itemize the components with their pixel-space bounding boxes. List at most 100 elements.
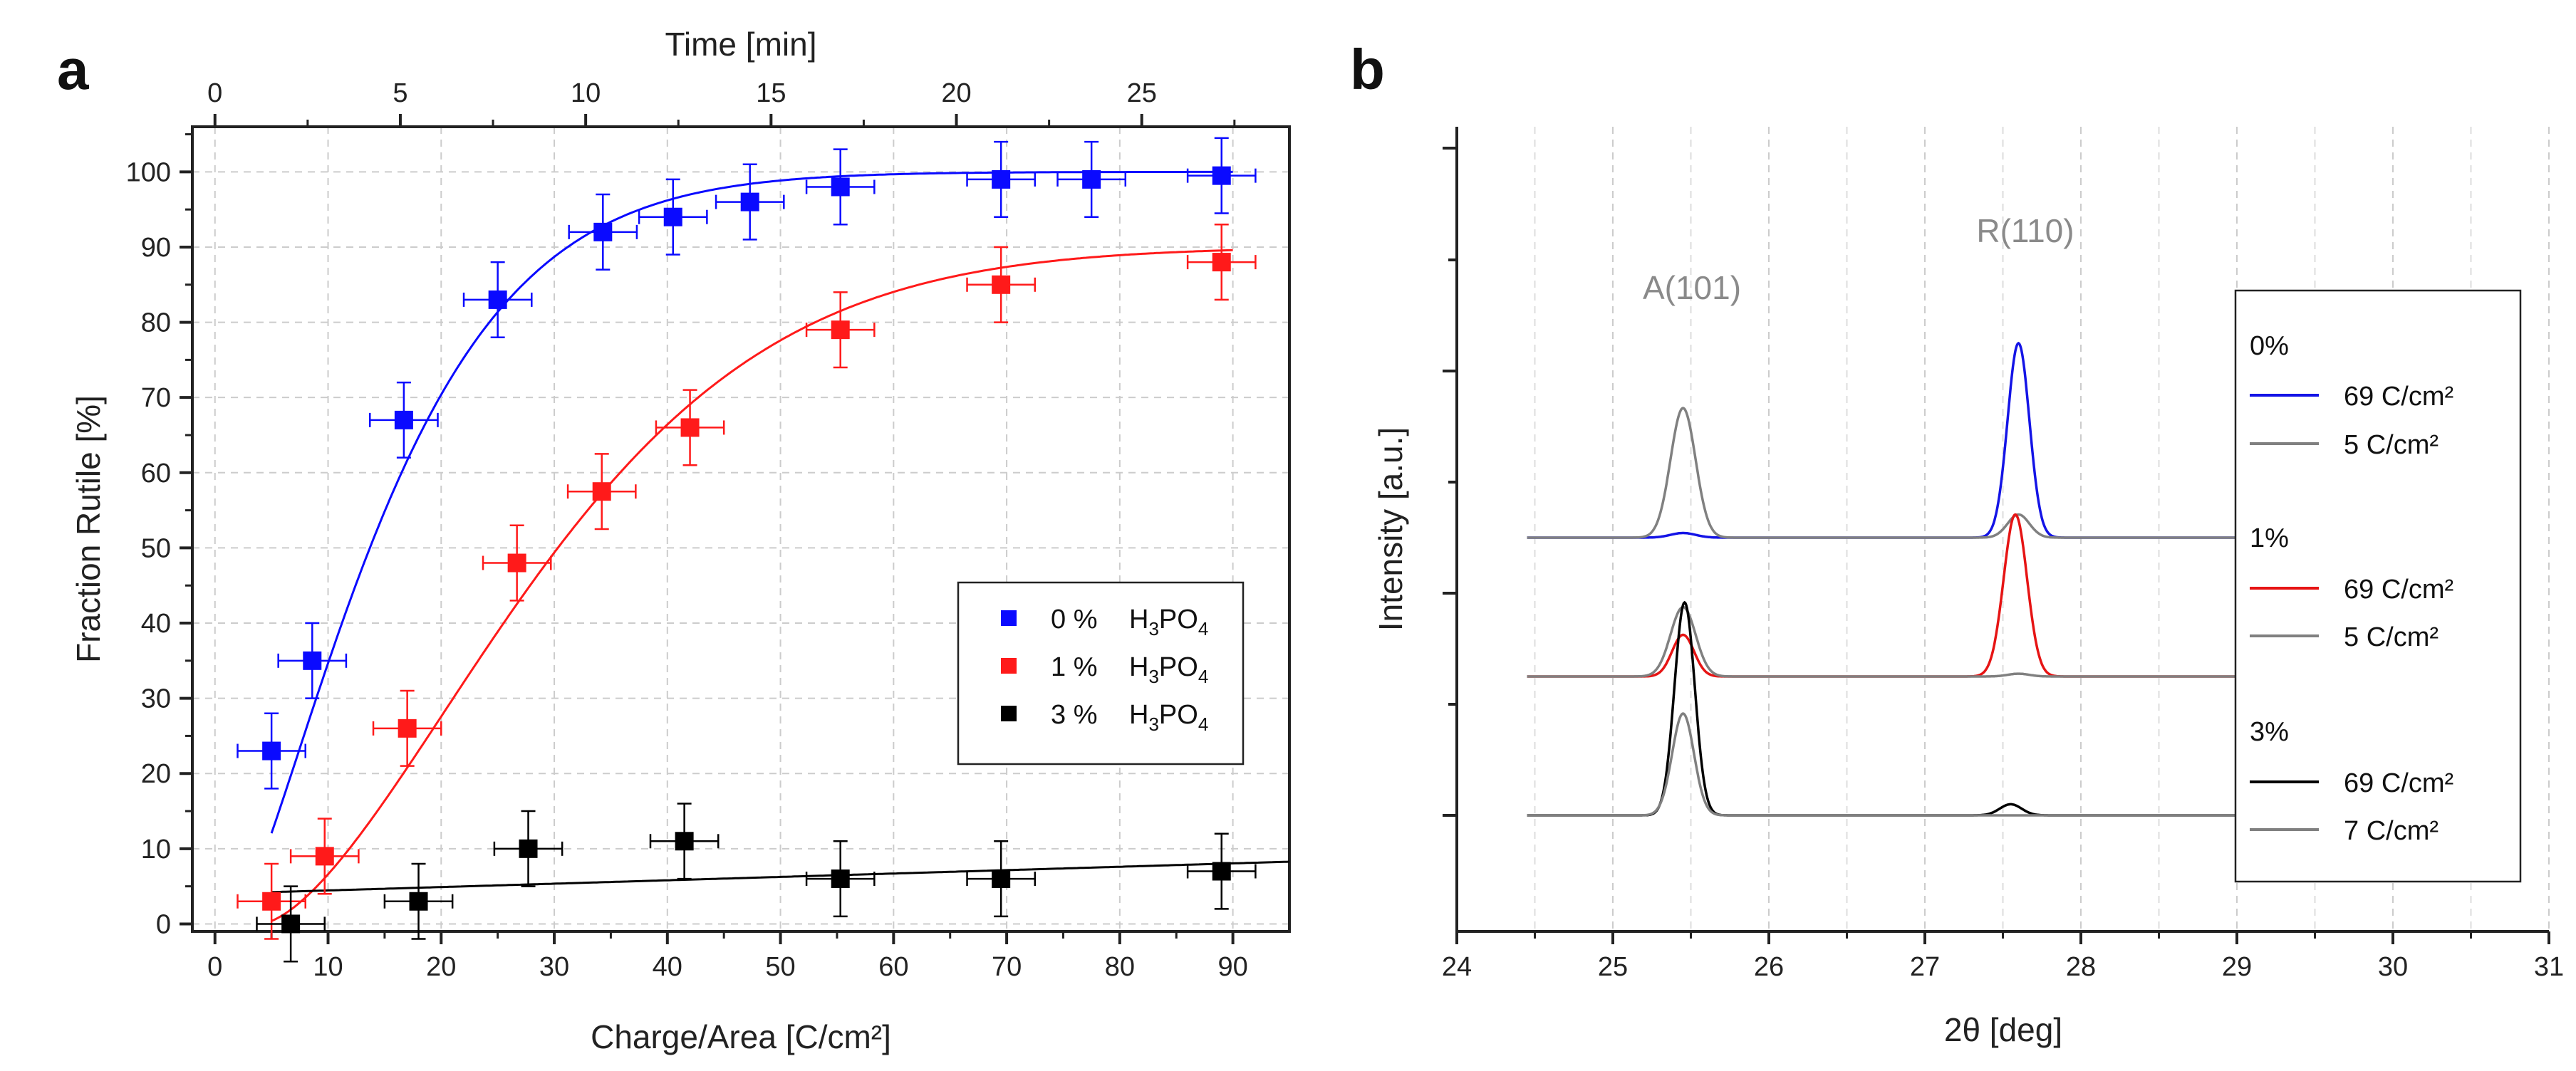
data-point-0-8 [966, 140, 1037, 218]
data-point-0-7 [805, 148, 876, 226]
data-point-2-6 [1186, 832, 1257, 910]
b-xtick-label-24: 24 [1442, 952, 1472, 982]
legend-formula-2: H3PO4 [1129, 700, 1208, 735]
data-point-0-6 [715, 163, 785, 241]
ytick-label-10: 10 [141, 835, 171, 864]
top-tick-label-15: 15 [756, 78, 786, 108]
marker [831, 177, 850, 197]
marker [992, 869, 1011, 889]
legend-group-1: 1% [2250, 523, 2289, 553]
legend-label-1: 1 % [1051, 652, 1097, 682]
ytick-label-100: 100 [126, 157, 171, 187]
panel-b-ylabel: Intensity [a.u.] [1372, 427, 1409, 631]
spectrum-2-1 [1527, 712, 2237, 817]
marker [663, 207, 682, 226]
data-point-1-7 [966, 246, 1037, 323]
panel-a-data-points [237, 137, 1257, 963]
top-tick-label-25: 25 [1127, 78, 1157, 108]
legend-formula-0: H3PO4 [1129, 605, 1208, 639]
marker [281, 914, 301, 934]
legend-marker-2 [1001, 706, 1017, 721]
marker [315, 847, 334, 866]
marker [831, 320, 850, 340]
panel-a-grid [192, 127, 1289, 931]
xtick-label-0: 0 [207, 952, 222, 982]
xtick-label-60: 60 [878, 952, 908, 982]
marker [303, 651, 322, 670]
panel-label-b: b [1350, 38, 1385, 101]
ytick-label-90: 90 [141, 233, 171, 263]
panel-a-top-xlabel: Time [min] [665, 26, 817, 63]
marker [592, 482, 611, 501]
data-point-1-5 [655, 389, 725, 466]
spectrum-1-1 [1527, 605, 2237, 678]
data-point-2-2 [493, 810, 564, 887]
spectrum-2-0 [1527, 600, 2237, 817]
marker [992, 275, 1011, 294]
marker [992, 169, 1011, 189]
legend-formula-1: H3PO4 [1129, 652, 1208, 687]
ytick-label-0: 0 [156, 909, 171, 939]
panel-b-legend: 0% 69 C/cm² 5 C/cm² 1% 69 C/cm² 5 C/cm² … [2234, 289, 2522, 883]
data-point-2-5 [966, 840, 1037, 918]
b-xtick-label-30: 30 [2378, 952, 2408, 982]
panel-b-ticks: 24 25 26 27 28 29 30 31 [1442, 147, 2564, 982]
xtick-label-70: 70 [992, 952, 1022, 982]
legend-label-2-0: 69 C/cm² [2344, 768, 2453, 798]
marker [398, 719, 417, 738]
marker [675, 832, 694, 851]
annotation-a101: A(101) [1643, 269, 1741, 306]
data-point-1-0 [237, 862, 307, 940]
panel-a-fit-curves [270, 170, 1290, 922]
fit-curve-1 [271, 249, 1233, 922]
annotation-r110: R(110) [1976, 212, 2074, 249]
panel-b-spectra [1527, 341, 2237, 817]
marker [262, 892, 281, 911]
data-point-1-1 [289, 817, 360, 895]
legend-label-0-0: 69 C/cm² [2344, 382, 2453, 412]
marker [831, 869, 850, 889]
b-xtick-label-28: 28 [2066, 952, 2096, 982]
top-tick-label-5: 5 [393, 78, 407, 108]
ytick-label-40: 40 [141, 609, 171, 639]
ytick-label-70: 70 [141, 383, 171, 413]
ytick-label-20: 20 [141, 759, 171, 789]
legend-label-0-1: 5 C/cm² [2344, 430, 2439, 460]
marker [507, 553, 526, 573]
panel-a-ylabel: Fraction Rutile [%] [70, 395, 107, 663]
xtick-label-30: 30 [539, 952, 569, 982]
xtick-label-90: 90 [1217, 952, 1247, 982]
legend-label-2: 3 % [1051, 700, 1097, 730]
data-point-0-5 [638, 178, 708, 256]
legend-marker-0 [1001, 610, 1017, 626]
marker [519, 839, 538, 858]
b-xtick-label-27: 27 [1910, 952, 1940, 982]
legend-group-2: 3% [2250, 717, 2289, 747]
b-xtick-label-26: 26 [1754, 952, 1784, 982]
top-tick-label-0: 0 [207, 78, 222, 108]
data-point-2-3 [649, 803, 720, 880]
marker [1212, 166, 1231, 185]
legend-label-1-1: 5 C/cm² [2344, 622, 2439, 652]
data-point-2-0 [256, 885, 326, 963]
data-point-0-10 [1186, 137, 1257, 214]
panel-label-a: a [57, 38, 89, 101]
panel-b-xlabel: 2θ [deg] [1944, 1011, 2062, 1048]
data-point-1-2 [372, 689, 442, 767]
marker [740, 192, 759, 211]
b-xtick-label-25: 25 [1598, 952, 1628, 982]
xtick-label-20: 20 [426, 952, 456, 982]
data-point-1-6 [805, 291, 876, 369]
fit-curve-0 [270, 170, 1233, 834]
legend-marker-1 [1001, 658, 1017, 674]
data-point-1-3 [482, 524, 552, 602]
xtick-label-80: 80 [1105, 952, 1135, 982]
marker [488, 290, 507, 309]
b-xtick-label-31: 31 [2534, 952, 2564, 982]
data-point-0-0 [237, 712, 307, 790]
ytick-label-50: 50 [141, 533, 171, 563]
marker [394, 410, 413, 429]
marker [409, 892, 428, 911]
legend-group-0: 0% [2250, 331, 2289, 361]
xtick-label-50: 50 [765, 952, 795, 982]
